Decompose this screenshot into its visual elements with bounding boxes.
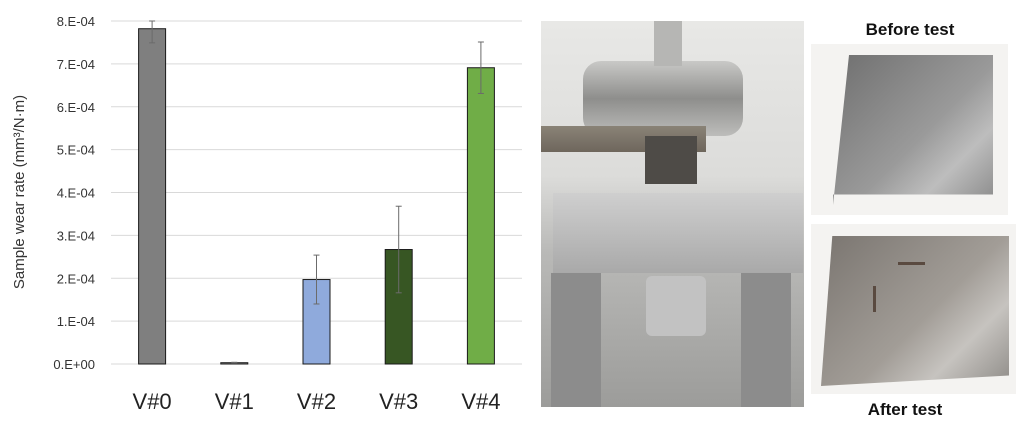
sample-block-after <box>821 236 1009 386</box>
sample-block-before <box>833 55 993 205</box>
rig-disc <box>583 61 743 136</box>
y-tick-label: 2.E-04 <box>57 271 95 286</box>
wear-track-vertical <box>873 286 876 312</box>
y-tick-label: 4.E-04 <box>57 186 95 201</box>
wear-rate-bar-chart: 0.E+00 1.E-04 2.E-04 3.E-04 4.E-04 5.E-04 6.E-… <box>11 14 522 414</box>
x-tick-label: V#1 <box>215 389 254 414</box>
tribometer-rig-photo <box>541 21 804 407</box>
x-tick-label: V#0 <box>133 389 172 414</box>
x-tick-label: V#4 <box>461 389 500 414</box>
sample-before-test-photo <box>811 44 1008 215</box>
y-tick-label: 0.E+00 <box>53 357 95 372</box>
bar-v4 <box>466 67 495 365</box>
rig-rail-right <box>741 273 791 407</box>
rig-rail-left <box>551 273 601 407</box>
y-tick-label: 5.E-04 <box>57 143 95 158</box>
bar-v0 <box>138 28 167 365</box>
x-tick-label: V#3 <box>379 389 418 414</box>
y-tick-label: 1.E-04 <box>57 314 95 329</box>
rig-holder <box>645 136 697 184</box>
rig-clamp <box>646 276 706 336</box>
after-test-caption: After test <box>867 400 943 419</box>
rig-shaft <box>654 21 682 66</box>
rig-plate <box>553 193 803 273</box>
y-tick-label: 8.E-04 <box>57 14 95 29</box>
y-tick-label: 6.E-04 <box>57 100 95 115</box>
x-tick-label: V#2 <box>297 389 336 414</box>
y-tick-label: 7.E-04 <box>57 57 95 72</box>
y-axis-label: Sample wear rate (mm³/N·m) <box>11 95 28 289</box>
y-tick-label: 3.E-04 <box>57 228 95 243</box>
sample-after-test-photo <box>811 224 1016 394</box>
wear-track-horizontal <box>898 262 925 265</box>
before-test-caption: Before test <box>865 20 955 39</box>
